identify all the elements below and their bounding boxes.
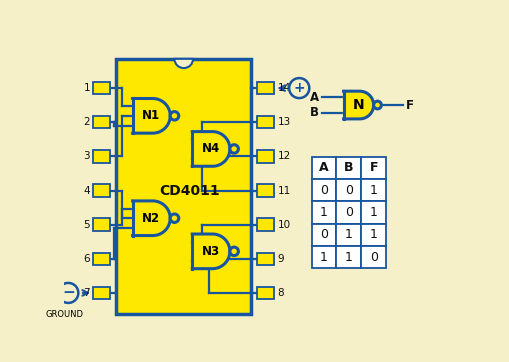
Circle shape bbox=[230, 247, 238, 256]
Bar bbox=[336, 224, 361, 246]
Bar bbox=[93, 253, 110, 265]
Bar bbox=[258, 253, 274, 265]
Bar bbox=[312, 246, 336, 268]
Bar bbox=[361, 179, 386, 201]
Bar bbox=[361, 224, 386, 246]
Circle shape bbox=[289, 78, 309, 98]
Text: 0: 0 bbox=[320, 184, 328, 197]
Text: 1: 1 bbox=[370, 184, 378, 197]
Text: 10: 10 bbox=[277, 220, 291, 230]
Polygon shape bbox=[192, 132, 230, 166]
Bar bbox=[361, 201, 386, 224]
Bar bbox=[258, 287, 274, 299]
Text: B: B bbox=[310, 106, 319, 119]
Text: 1: 1 bbox=[320, 206, 328, 219]
Text: 8: 8 bbox=[277, 288, 284, 298]
Text: N: N bbox=[353, 98, 365, 112]
Text: 4: 4 bbox=[83, 185, 90, 195]
Text: 3: 3 bbox=[83, 151, 90, 161]
Text: 9: 9 bbox=[277, 254, 284, 264]
Text: 0: 0 bbox=[345, 206, 353, 219]
Bar bbox=[312, 157, 336, 179]
Circle shape bbox=[170, 214, 179, 223]
Text: N4: N4 bbox=[202, 142, 220, 155]
Bar bbox=[258, 82, 274, 94]
Bar bbox=[93, 82, 110, 94]
Circle shape bbox=[170, 111, 179, 120]
Text: 7: 7 bbox=[83, 288, 90, 298]
Text: +: + bbox=[293, 81, 305, 95]
Polygon shape bbox=[133, 98, 170, 133]
Text: 1: 1 bbox=[370, 228, 378, 241]
Bar bbox=[258, 116, 274, 129]
Text: CD4011: CD4011 bbox=[160, 184, 220, 198]
Text: −: − bbox=[62, 285, 75, 300]
Text: 1: 1 bbox=[345, 251, 353, 264]
Text: A: A bbox=[309, 91, 319, 104]
Text: F: F bbox=[406, 98, 414, 111]
Text: 0: 0 bbox=[370, 251, 378, 264]
Text: 0: 0 bbox=[345, 184, 353, 197]
Text: 1: 1 bbox=[83, 83, 90, 93]
Bar bbox=[312, 201, 336, 224]
Bar bbox=[93, 150, 110, 163]
Bar bbox=[312, 224, 336, 246]
Text: F: F bbox=[370, 161, 378, 174]
Text: 0: 0 bbox=[320, 228, 328, 241]
Text: 2: 2 bbox=[83, 117, 90, 127]
Circle shape bbox=[58, 283, 78, 303]
Wedge shape bbox=[175, 59, 193, 68]
Text: 1: 1 bbox=[370, 206, 378, 219]
Text: 14: 14 bbox=[277, 83, 291, 93]
Polygon shape bbox=[344, 91, 374, 119]
Bar bbox=[336, 157, 361, 179]
Text: N3: N3 bbox=[202, 245, 220, 258]
Bar bbox=[258, 184, 274, 197]
Polygon shape bbox=[192, 234, 230, 269]
Bar bbox=[336, 246, 361, 268]
Polygon shape bbox=[133, 201, 170, 236]
Text: 5: 5 bbox=[83, 220, 90, 230]
Bar bbox=[93, 287, 110, 299]
Bar bbox=[93, 184, 110, 197]
Text: 6: 6 bbox=[83, 254, 90, 264]
Text: 12: 12 bbox=[277, 151, 291, 161]
Bar bbox=[93, 116, 110, 129]
Text: N1: N1 bbox=[142, 109, 160, 122]
Text: 1: 1 bbox=[320, 251, 328, 264]
Bar bbox=[312, 179, 336, 201]
Text: 11: 11 bbox=[277, 185, 291, 195]
Text: 13: 13 bbox=[277, 117, 291, 127]
Bar bbox=[361, 246, 386, 268]
Bar bbox=[93, 219, 110, 231]
Bar bbox=[336, 201, 361, 224]
Bar bbox=[361, 157, 386, 179]
Circle shape bbox=[230, 145, 238, 153]
Text: GROUND: GROUND bbox=[45, 310, 83, 319]
Text: A: A bbox=[319, 161, 329, 174]
Bar bbox=[258, 219, 274, 231]
Bar bbox=[336, 179, 361, 201]
Bar bbox=[258, 150, 274, 163]
Text: N2: N2 bbox=[142, 212, 160, 225]
Text: 1: 1 bbox=[345, 228, 353, 241]
Circle shape bbox=[374, 101, 381, 109]
Bar bbox=[117, 59, 251, 315]
Text: B: B bbox=[344, 161, 354, 174]
